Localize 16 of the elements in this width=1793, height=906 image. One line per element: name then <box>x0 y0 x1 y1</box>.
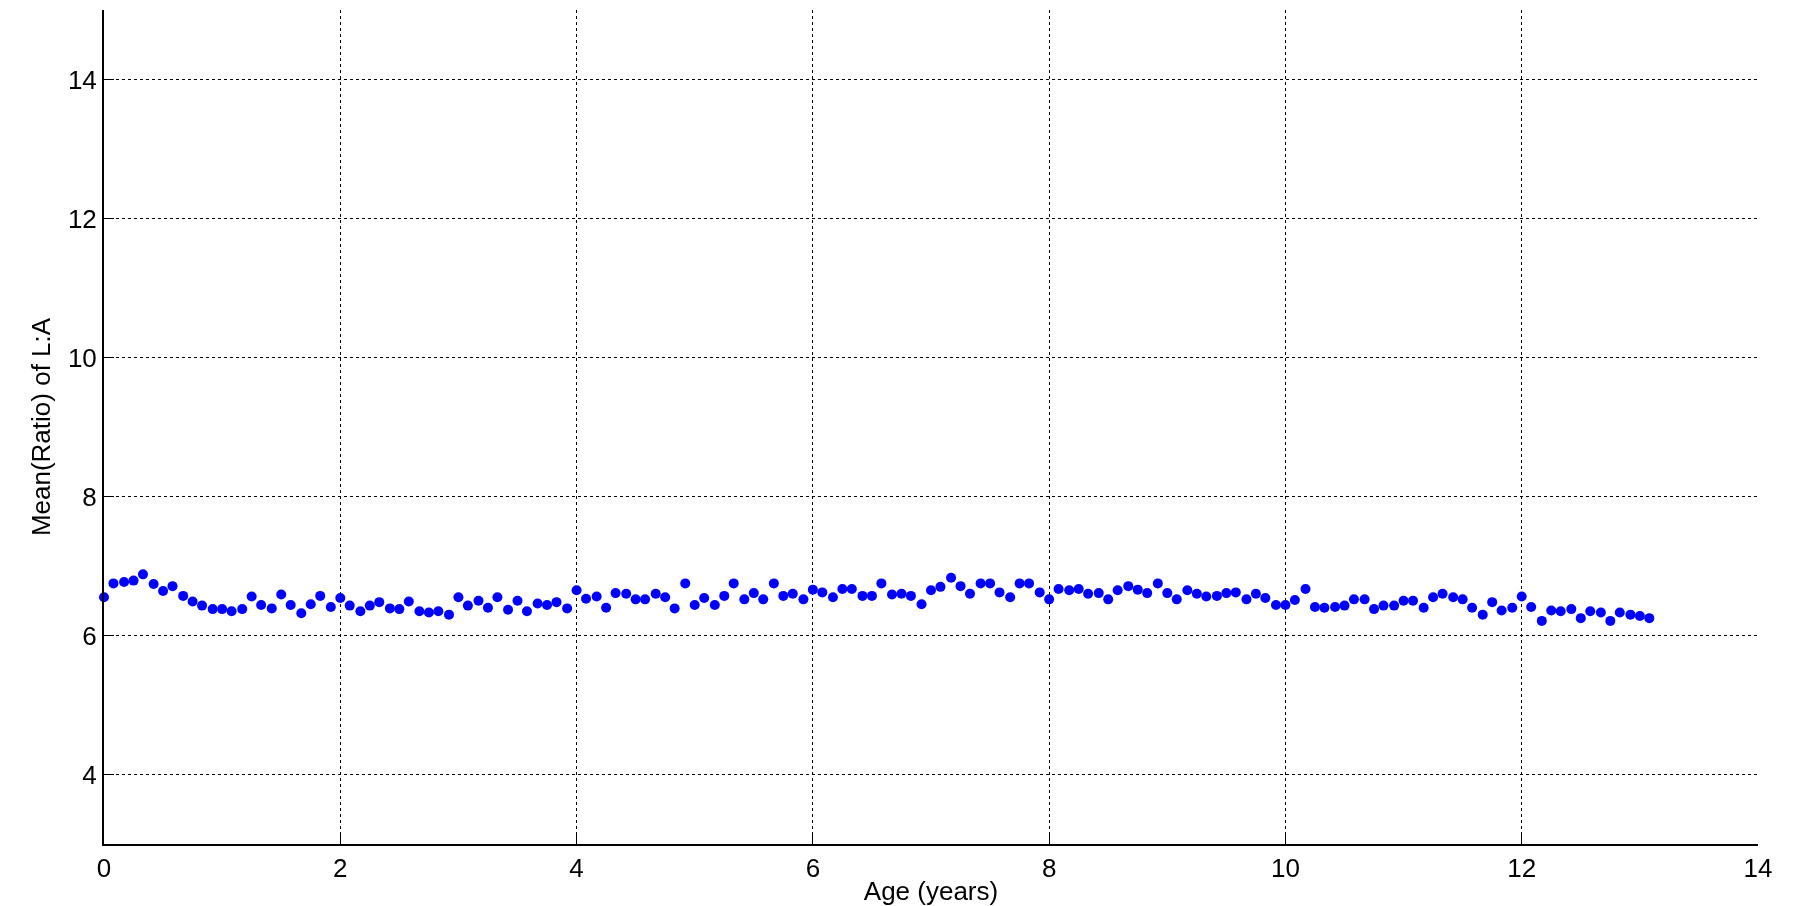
x-tick-label: 2 <box>333 853 348 884</box>
x-tick-label: 4 <box>569 853 584 884</box>
y-tick-label: 14 <box>67 64 97 95</box>
y-tick-label: 4 <box>82 759 97 790</box>
x-tick-label: 14 <box>1743 853 1773 884</box>
y-tick-label: 10 <box>67 342 97 373</box>
x-axis-title: Age (years) <box>863 876 999 906</box>
x-tick-label: 12 <box>1507 853 1537 884</box>
x-tick-label: 8 <box>1041 853 1057 884</box>
x-tick-label: 10 <box>1270 853 1300 884</box>
y-tick-label: 12 <box>67 203 97 234</box>
x-tick-label: 0 <box>96 853 112 884</box>
y-tick-label: 6 <box>82 620 97 651</box>
y-tick-label: 8 <box>82 481 97 512</box>
x-tick-label: 6 <box>805 853 821 884</box>
y-axis-title: Mean(Ratio) of L:A <box>25 317 56 537</box>
